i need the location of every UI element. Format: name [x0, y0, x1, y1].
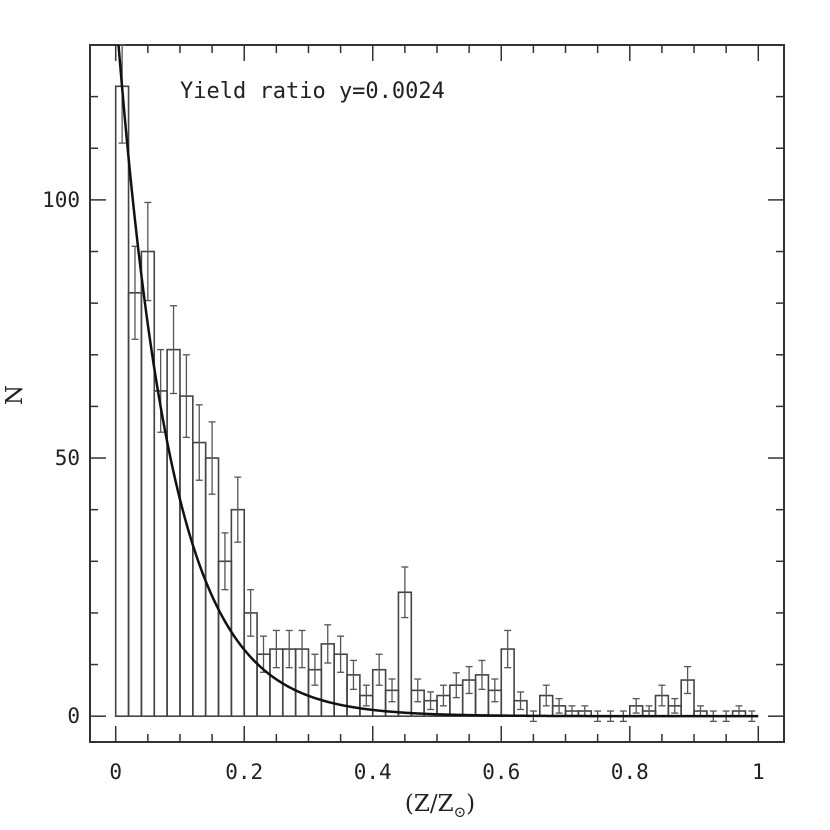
x-tick-label: 0.2: [225, 760, 263, 784]
annotation-text: Yield ratio y=0.0024: [180, 79, 445, 104]
fit-curve: [117, 44, 759, 718]
x-tick-label: 0.8: [611, 760, 649, 784]
x-tick-label: 0: [109, 760, 122, 784]
axis-ticks: [90, 45, 784, 742]
error-bars: [118, 44, 756, 722]
y-tick-label: 50: [55, 446, 80, 470]
x-axis-label-close: ): [466, 791, 475, 817]
x-tick-label: 0.6: [482, 760, 520, 784]
histogram-bar: [153, 390, 168, 717]
histogram-bar: [166, 348, 181, 717]
histogram-bar: [179, 395, 194, 717]
histogram-bars: [114, 85, 747, 717]
histogram-bar: [114, 85, 130, 717]
x-tick-label: 0.4: [354, 760, 392, 784]
histogram-bar: [127, 292, 143, 717]
y-tick-label: 0: [67, 704, 80, 728]
x-axis-label: (Z/Z⊙): [405, 791, 475, 821]
y-axis-label: N: [2, 385, 28, 405]
x-axis-label-main: (Z/Z: [405, 791, 454, 817]
x-tick-label: 1: [752, 760, 765, 784]
y-tick-label: 100: [42, 188, 80, 212]
tick-labels: 0 0.2 0.4 0.6 0.8 1 0 50 100: [42, 188, 765, 784]
plot-frame: [89, 44, 785, 743]
x-axis-label-sub: ⊙: [454, 803, 467, 821]
